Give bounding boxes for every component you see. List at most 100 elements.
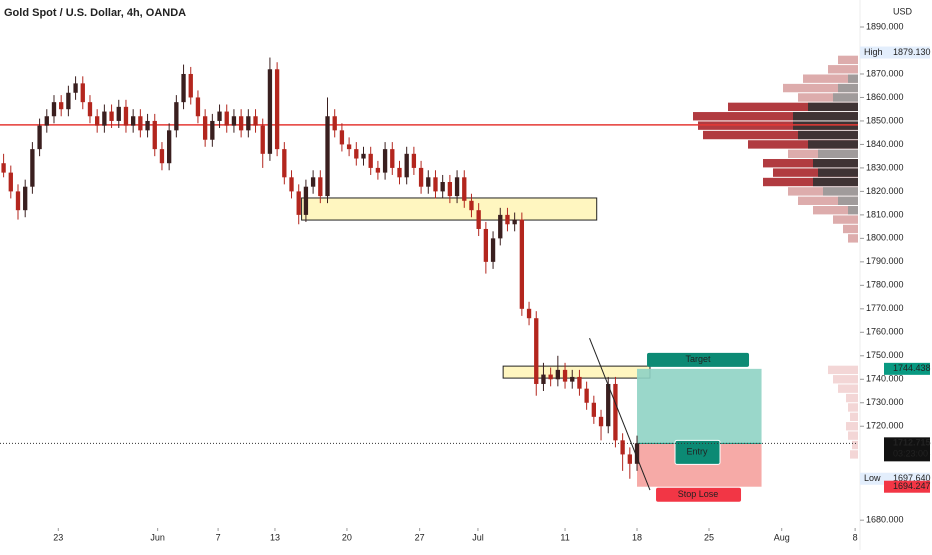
candle-body — [224, 111, 229, 126]
candle-body — [102, 111, 107, 126]
candle-body — [577, 376, 582, 389]
candle-body — [390, 149, 395, 168]
volume-profile-bar — [828, 365, 858, 375]
target-label: Target — [686, 354, 712, 364]
volume-profile-dark — [833, 93, 858, 102]
candle-body — [210, 120, 215, 140]
candle-body — [109, 111, 114, 121]
candle-body — [37, 125, 42, 150]
candle-body — [195, 97, 201, 117]
y-tick-label: 1730.000 — [866, 397, 904, 407]
volume-profile-dark — [818, 168, 858, 177]
candle-body — [613, 383, 618, 441]
volume-profile-dark — [838, 196, 858, 205]
price-label: 1697.640 — [893, 473, 931, 483]
candle-body — [404, 153, 409, 178]
x-tick-label: Aug — [774, 532, 790, 542]
volume-profile-dark — [848, 74, 858, 83]
volume-profile-dark — [818, 149, 858, 159]
x-tick-label: 20 — [342, 532, 352, 542]
candle-body — [303, 186, 309, 215]
candle-body — [382, 149, 388, 173]
price-label: 1744.438 — [893, 363, 931, 373]
currency: USD — [893, 6, 913, 16]
price-label-box — [884, 362, 930, 375]
candle-body — [282, 149, 287, 178]
price-tag-box — [860, 46, 884, 59]
candle-body — [238, 116, 244, 131]
candle-body — [591, 402, 596, 417]
stop-badge — [656, 487, 742, 502]
volume-profile-dark — [838, 83, 858, 93]
candle-body — [289, 177, 294, 192]
candle-body — [274, 69, 280, 150]
price-tag: Low — [864, 473, 881, 483]
candle-body — [418, 167, 424, 187]
candle-body — [59, 102, 64, 110]
x-tick-label: 11 — [560, 532, 569, 542]
y-tick-label: 1760.000 — [866, 327, 904, 337]
volume-profile-bar — [838, 55, 858, 65]
candle-body — [562, 369, 568, 382]
x-tick-label: 23 — [53, 532, 63, 542]
candle-body — [231, 116, 237, 126]
volume-profile-dark — [813, 159, 858, 168]
volume-profile-bar — [813, 205, 858, 215]
candle-body — [267, 69, 273, 154]
candle-body — [498, 214, 503, 239]
volume-profile-bar — [783, 83, 858, 93]
candle-body — [260, 125, 265, 154]
x-tick-label: 27 — [415, 532, 425, 542]
trendline — [589, 337, 651, 491]
candle-body — [584, 388, 589, 403]
y-tick-label: 1850.000 — [866, 115, 904, 125]
candle-body — [620, 440, 625, 455]
candle-body — [131, 116, 136, 126]
chart-title: Gold Spot / U.S. Dollar, 4h, OANDA — [4, 7, 186, 19]
x-tick-label: 13 — [270, 532, 280, 542]
candle-body — [188, 73, 193, 98]
candle-body — [541, 374, 546, 384]
candle-body — [30, 149, 35, 187]
candle-body — [318, 177, 323, 197]
candle-body — [447, 182, 453, 197]
candle-body — [138, 116, 143, 131]
candle-body — [361, 153, 366, 159]
volume-profile-bar — [848, 431, 858, 440]
candle-body — [454, 177, 460, 197]
x-tick-label: Jul — [472, 532, 484, 542]
candle-body — [634, 443, 640, 464]
volume-profile-bar — [798, 196, 858, 205]
candle-body — [1, 163, 6, 173]
candle-body — [346, 144, 352, 150]
y-tick-label: 1790.000 — [866, 256, 904, 266]
candle-body — [95, 116, 100, 126]
candle-body — [116, 106, 121, 121]
price-tag: High — [864, 47, 883, 57]
volume-profile-bar — [843, 224, 858, 234]
price-label-box — [884, 46, 930, 59]
candle-body — [426, 177, 431, 187]
target-badge — [647, 352, 750, 367]
candle-body — [490, 238, 496, 262]
y-tick-label: 1750.000 — [866, 350, 904, 360]
volume-profile-bar — [748, 140, 858, 149]
candle-body — [145, 120, 150, 131]
candle-body — [606, 383, 611, 427]
volume-profile-bar — [798, 93, 858, 102]
volume-profile-bar — [846, 393, 858, 403]
volume-profile-dark — [808, 140, 858, 149]
candle-body — [411, 153, 417, 168]
y-tick-label: 1800.000 — [866, 233, 904, 243]
candle-body — [15, 191, 21, 211]
volume-profile-bar — [763, 177, 858, 187]
supply-zone — [301, 197, 598, 221]
volume-profile-dark — [848, 205, 858, 215]
candle-body — [354, 149, 359, 159]
candle-body — [339, 130, 345, 145]
candle-body — [159, 149, 165, 164]
candle-body — [375, 167, 381, 173]
candle-body — [469, 200, 474, 211]
x-tick-label: Jun — [150, 532, 165, 542]
